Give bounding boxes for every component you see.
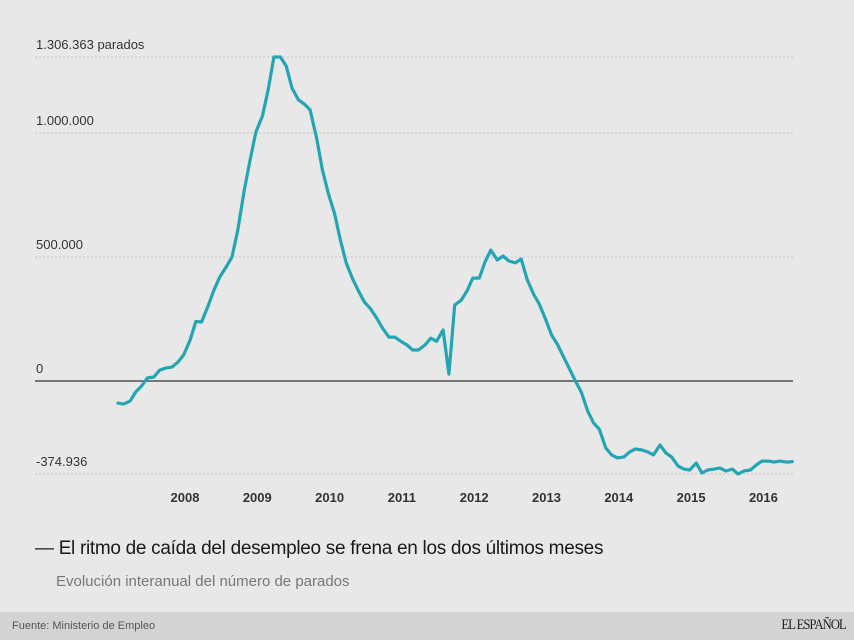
title-dash: — — [35, 538, 54, 559]
series-lines — [116, 55, 794, 476]
x-tick-label: 2013 — [532, 490, 561, 505]
y-axis-labels: 1.306.363 parados 1.000.000 500.000 0 -374.9… — [36, 37, 145, 469]
brand-logo: EL ESPAÑOL — [781, 617, 847, 633]
x-tick-label: 2015 — [677, 490, 706, 505]
gridlines — [35, 56, 793, 475]
chart-subtitle: Evolución interanual del número de parad… — [56, 573, 350, 590]
x-tick-label: 2014 — [604, 490, 634, 505]
y-tick-label: 1.000.000 — [36, 113, 94, 128]
y-tick-label: -374.936 — [36, 454, 87, 469]
y-tick-label: 1.306.363 parados — [36, 37, 145, 52]
x-tick-label: 2012 — [460, 490, 489, 505]
source-text: Fuente: Ministerio de Empleo — [12, 620, 156, 632]
y-tick-label: 500.000 — [36, 237, 83, 252]
footer-bar: Fuente: Ministerio de Empleo EL ESPAÑOL — [0, 612, 854, 640]
y-tick-label: 0 — [36, 361, 43, 376]
x-tick-label: 2016 — [749, 490, 778, 505]
x-tick-label: 2009 — [243, 490, 272, 505]
line-chart: 1.306.363 parados 1.000.000 500.000 0 -374.9… — [35, 37, 794, 505]
x-tick-label: 2008 — [171, 490, 200, 505]
x-tick-label: 2011 — [388, 490, 416, 505]
x-tick-label: 2010 — [315, 490, 344, 505]
title-text: El ritmo de caída del desempleo se frena… — [58, 538, 604, 559]
x-axis-labels: 2008 2009 2010 2011 2012 2013 2014 2015 2016 — [171, 490, 778, 505]
series-line — [116, 55, 794, 476]
chart-title: — El ritmo de caída del desempleo se fre… — [35, 538, 603, 560]
